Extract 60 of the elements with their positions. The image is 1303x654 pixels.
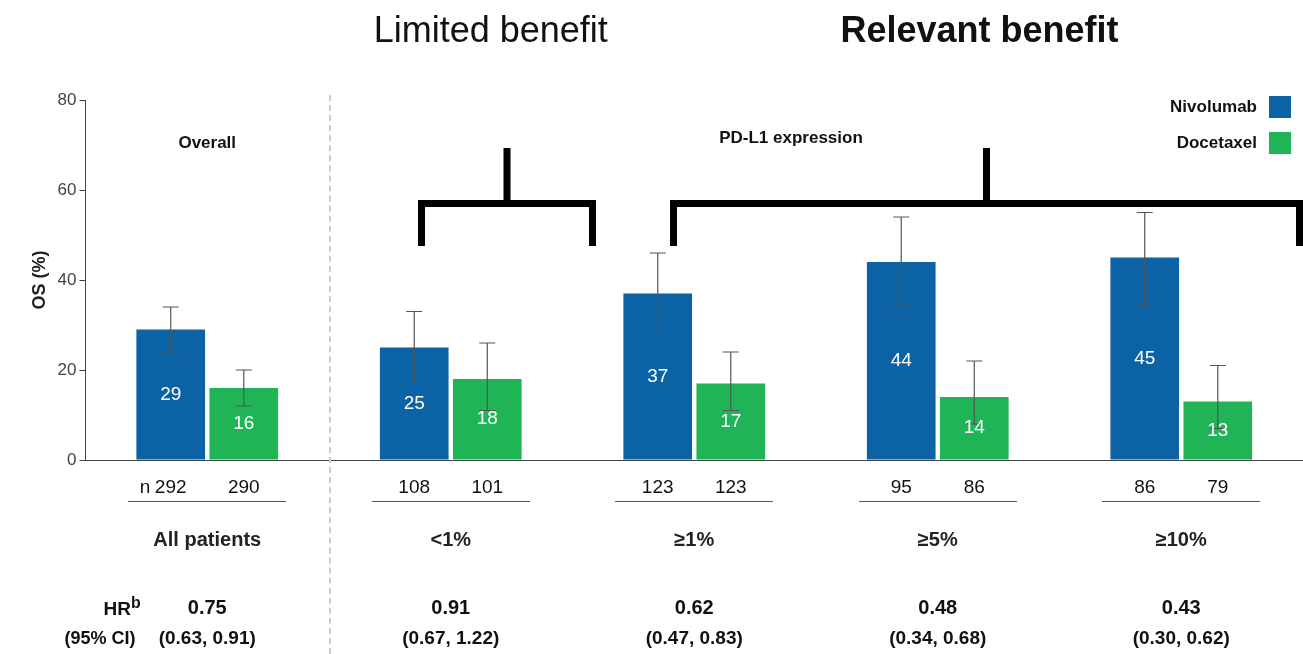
text: (95% CI) xyxy=(64,627,136,649)
y-axis-title: OS (%) xyxy=(28,250,49,310)
data-label: 13 xyxy=(1207,418,1229,440)
text: 108 xyxy=(398,476,431,498)
bar xyxy=(939,397,1009,460)
text: 0.48 xyxy=(918,595,958,619)
annotation: PD-L1 expression xyxy=(719,128,863,148)
bar xyxy=(1183,401,1253,460)
x-tick-label: <1% xyxy=(430,527,472,550)
text: 0.62 xyxy=(674,595,714,619)
data-label: 17 xyxy=(720,409,742,431)
bar xyxy=(209,388,279,460)
bar xyxy=(379,347,449,460)
bar xyxy=(866,262,936,460)
y-tick-label: 60 xyxy=(57,179,77,199)
data-label: 37 xyxy=(647,364,669,386)
text: 123 xyxy=(641,476,674,498)
x-tick-label: ≥1% xyxy=(674,527,715,550)
y-tick-label: 20 xyxy=(57,359,77,379)
y-tick-label: 0 xyxy=(67,449,77,469)
text: 0.43 xyxy=(1161,595,1201,619)
text: (0.34, 0.68) xyxy=(889,627,987,649)
text: 292 xyxy=(154,476,187,498)
text: 0.75 xyxy=(187,595,227,619)
bar xyxy=(136,329,206,460)
text: 86 xyxy=(963,476,985,498)
text: (0.63, 0.91) xyxy=(158,627,256,649)
text: (0.67, 1.22) xyxy=(402,627,500,649)
data-label: 16 xyxy=(233,411,255,433)
data-label: 14 xyxy=(963,416,986,438)
legend-label: Nivolumab xyxy=(1170,97,1257,117)
data-label: 29 xyxy=(160,382,182,404)
text: 79 xyxy=(1207,476,1229,498)
text: 0.91 xyxy=(431,595,471,619)
text: (0.47, 0.83) xyxy=(645,627,743,649)
data-label: 44 xyxy=(890,348,913,370)
text: 95 xyxy=(890,476,912,498)
bar xyxy=(1110,257,1180,460)
text: 290 xyxy=(227,476,260,498)
data-label: 45 xyxy=(1134,346,1156,368)
text: 101 xyxy=(471,476,504,498)
y-tick-label: 40 xyxy=(57,269,77,289)
annotation: Overall xyxy=(178,133,237,153)
y-tick-label: 80 xyxy=(57,89,77,109)
text: 123 xyxy=(714,476,747,498)
bar xyxy=(452,379,522,460)
bar xyxy=(696,383,766,460)
text: n xyxy=(139,476,151,498)
bar xyxy=(623,293,693,460)
text: Limited benefit xyxy=(373,9,608,51)
text: 86 xyxy=(1134,476,1156,498)
text: (0.30, 0.62) xyxy=(1132,627,1230,649)
legend-label: Docetaxel xyxy=(1176,133,1257,153)
text: Relevant benefit xyxy=(840,9,1119,51)
x-tick-label: All patients xyxy=(153,527,262,550)
data-label: 25 xyxy=(403,391,425,413)
x-tick-label: ≥10% xyxy=(1155,527,1207,550)
text: HR$^{b}$ xyxy=(103,593,141,621)
data-label: 18 xyxy=(476,407,498,429)
x-tick-label: ≥5% xyxy=(917,527,958,550)
